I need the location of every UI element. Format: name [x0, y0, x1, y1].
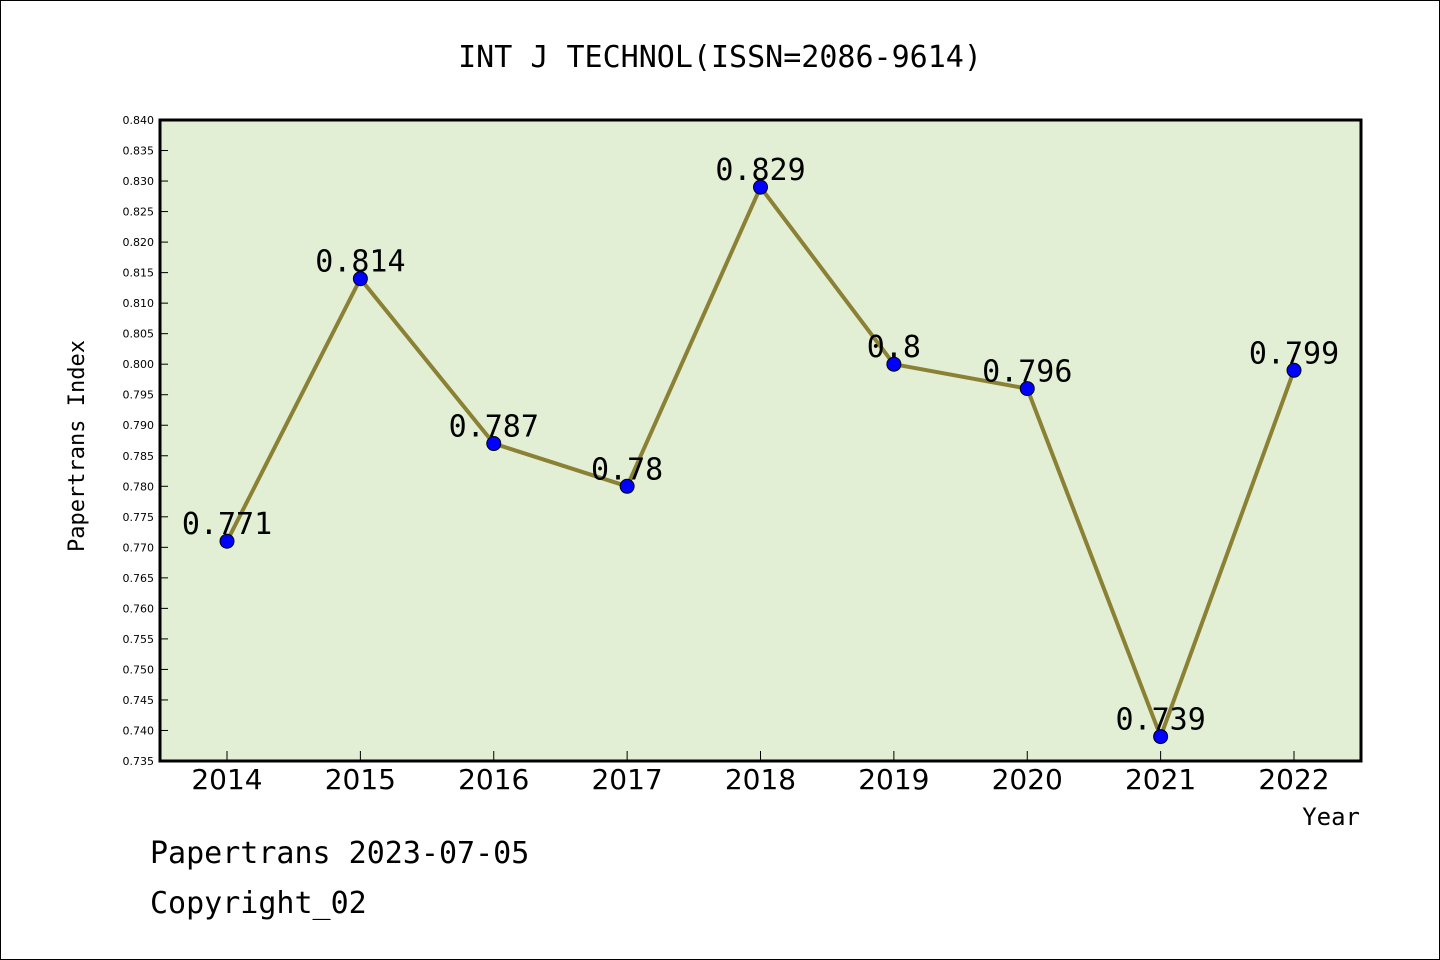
x-axis-label: Year: [1302, 803, 1360, 831]
y-tick-label: 0.755: [123, 633, 155, 646]
data-label: 0.829: [715, 153, 805, 188]
data-point: [619, 478, 635, 494]
x-tick-label: 2017: [591, 763, 662, 796]
y-tick-label: 0.780: [123, 480, 155, 493]
y-tick-label: 0.775: [123, 511, 155, 524]
x-axis: 2014 2015 2016 2017 2018 2019 2020 2021 2022: [191, 751, 1330, 796]
data-label: 0.796: [982, 355, 1072, 390]
data-point: [886, 356, 902, 372]
y-tick-label: 0.765: [123, 572, 155, 585]
x-tick-label: 2015: [325, 763, 396, 796]
y-tick-label: 0.745: [123, 694, 155, 707]
y-axis: 0.735 0.740 0.745 0.750 0.755 0.760 0.765 0.770…: [123, 114, 168, 768]
x-tick-label: 2019: [858, 763, 929, 796]
footer-date: Papertrans 2023-07-05: [150, 836, 529, 871]
y-tick-label: 0.830: [123, 175, 155, 188]
y-axis-label: Papertrans Index: [65, 340, 90, 552]
data-label: 0.787: [449, 410, 539, 445]
x-tick-label: 2022: [1258, 763, 1329, 796]
y-tick-label: 0.800: [123, 358, 155, 371]
data-label: 0.799: [1249, 336, 1339, 371]
y-tick-label: 0.835: [123, 145, 155, 158]
y-tick-label: 0.790: [123, 419, 155, 432]
data-label: 0.8: [867, 330, 921, 365]
y-tick-label: 0.805: [123, 328, 155, 341]
x-tick-label: 2018: [725, 763, 796, 796]
y-tick-label: 0.785: [123, 450, 155, 463]
x-tick-label: 2021: [1125, 763, 1196, 796]
data-point: [753, 179, 768, 195]
data-point: [486, 436, 502, 452]
data-point: [1019, 381, 1035, 397]
x-tick-label: 2020: [992, 763, 1063, 796]
data-point: [1153, 729, 1169, 745]
y-tick-label: 0.750: [123, 663, 155, 676]
series-group: 0.771 0.814 0.787 0.78 0.829 0.8 0.796 0.739 0.7…: [182, 153, 1339, 745]
y-tick-label: 0.770: [123, 541, 155, 554]
data-point: [219, 533, 235, 549]
y-tick-label: 0.825: [123, 206, 155, 219]
y-tick-label: 0.760: [123, 602, 155, 615]
plot-area: [158, 118, 1363, 763]
y-tick-label: 0.820: [123, 236, 155, 249]
data-point: [1286, 362, 1302, 378]
x-tick-label: 2014: [191, 763, 262, 796]
y-tick-label: 0.815: [123, 267, 155, 280]
y-tick-label: 0.810: [123, 297, 155, 310]
y-tick-label: 0.740: [123, 724, 155, 737]
data-label: 0.78: [591, 452, 663, 487]
data-label: 0.771: [182, 507, 272, 542]
y-tick-label: 0.735: [123, 755, 155, 768]
data-point: [352, 271, 368, 287]
x-tick-label: 2016: [458, 763, 529, 796]
data-label: 0.739: [1115, 703, 1205, 738]
y-tick-label: 0.795: [123, 389, 155, 402]
data-label: 0.814: [315, 245, 405, 280]
y-tick-label: 0.840: [123, 114, 155, 127]
chart-title: INT J TECHNOL(ISSN=2086-9614): [458, 40, 982, 75]
footer-copyright: Copyright_02: [150, 886, 367, 921]
